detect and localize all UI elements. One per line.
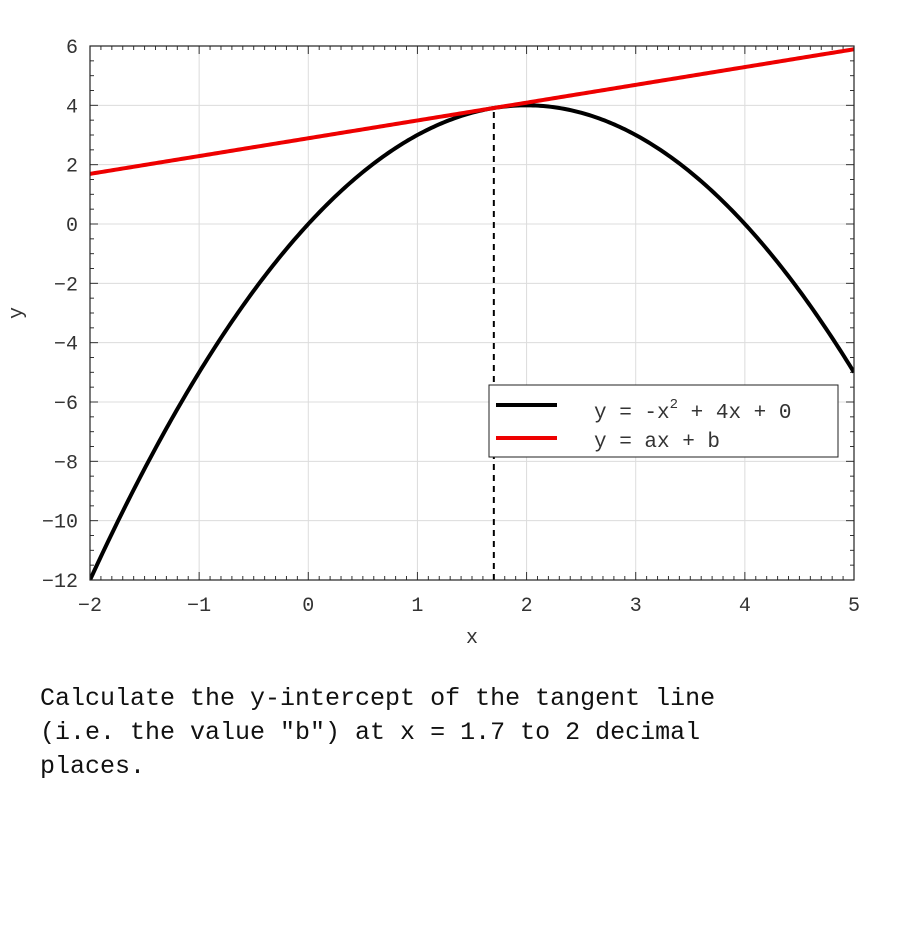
x-tick-label: −2 (78, 595, 102, 618)
y-tick-label: 0 (66, 215, 78, 238)
x-tick-label: 1 (411, 595, 423, 618)
minor-ticks (89, 45, 855, 581)
y-tick-label: −8 (54, 452, 78, 475)
x-axis-label: x (466, 627, 478, 650)
legend-label-tangent: y = ax + b (594, 431, 720, 454)
y-tick-label: −2 (54, 274, 78, 297)
y-tick-label: 6 (66, 37, 78, 60)
plot-frame (89, 45, 855, 581)
x-tick-label: 5 (848, 595, 860, 618)
legend-box (488, 384, 839, 458)
tangent-line (90, 47, 854, 176)
y-axis-label: y (6, 307, 29, 319)
legend-label-parabola: y = -x2 + 4x + 0 (594, 397, 791, 425)
x-tick-label: 0 (302, 595, 314, 618)
y-tick-label: 2 (66, 156, 78, 179)
legend-label-parabola-suffix: + 4x + 0 (678, 402, 791, 425)
legend-label-parabola-prefix: y = -x (594, 402, 670, 425)
y-tick-label: −4 (54, 334, 78, 357)
y-tick-label: −10 (42, 512, 78, 535)
plot-background (90, 46, 854, 580)
question-text: Calculate the y-intercept of the tangent… (40, 684, 716, 781)
legend: y = -x2 + 4x + 0 y = ax + b (488, 384, 839, 458)
x-tick-label: −1 (187, 595, 211, 618)
y-tick-label: −6 (54, 393, 78, 416)
y-tick-label: 4 (66, 96, 78, 119)
x-tick-label: 2 (521, 595, 533, 618)
grid (90, 46, 854, 580)
y-tick-label: −12 (42, 571, 78, 594)
x-tick-label: 3 (630, 595, 642, 618)
x-tick-label: 4 (739, 595, 751, 618)
legend-label-parabola-exponent: 2 (670, 397, 678, 413)
series-layer (90, 47, 854, 580)
